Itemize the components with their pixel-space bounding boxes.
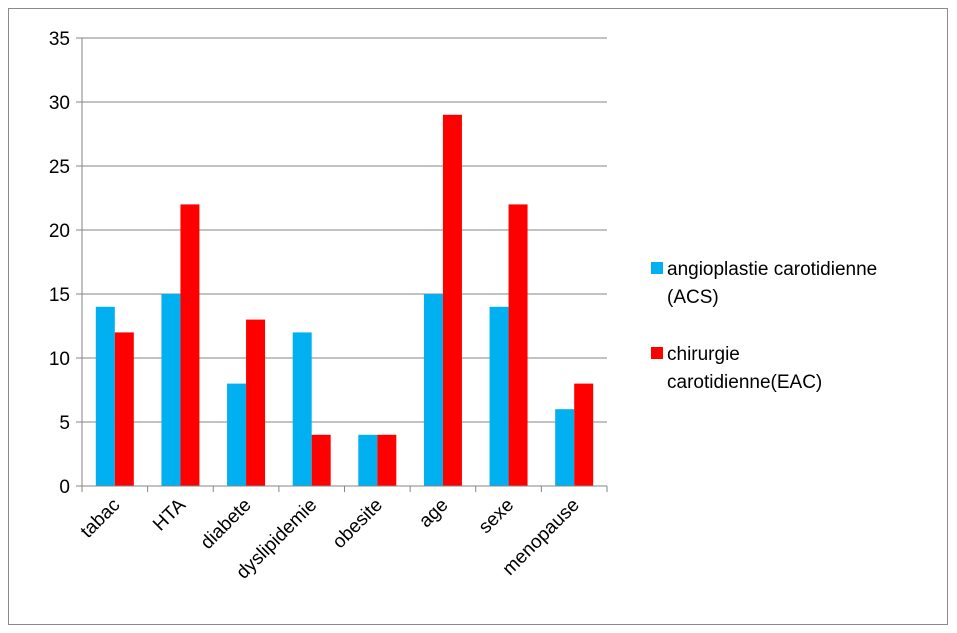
x-tick-label: diabete: [197, 495, 256, 554]
x-tick-label: HTA: [149, 494, 190, 535]
x-tick-label: age: [415, 495, 452, 532]
x-tick-label: sexe: [475, 495, 518, 538]
gridlines: [82, 37, 607, 423]
y-tick-label: 25: [49, 157, 70, 178]
legend-label: chirurgie: [667, 344, 740, 365]
x-tick-label: obesite: [329, 495, 387, 553]
bars: [95, 114, 594, 487]
bar-eac-HTA: [180, 204, 200, 486]
y-tick-label: 10: [49, 349, 70, 370]
legend-swatch-eac: [651, 347, 663, 359]
y-tick-label: 5: [59, 413, 70, 434]
bar-acs-sexe: [489, 306, 509, 486]
y-tick-label: 35: [49, 29, 70, 50]
bar-eac-menopause: [574, 383, 594, 486]
legend-label: carotidienne(EAC): [667, 372, 822, 393]
bar-eac-diabete: [246, 319, 266, 486]
legend-label: angioplastie carotidienne: [667, 259, 877, 280]
x-tick-label: tabac: [77, 495, 125, 543]
bar-acs-age: [423, 294, 443, 486]
bar-eac-obesite: [377, 434, 397, 486]
bar-acs-diabete: [227, 383, 247, 486]
bar-eac-dyslipidemie: [311, 434, 331, 486]
bar-acs-tabac: [95, 306, 115, 486]
legend-swatch-acs: [651, 262, 663, 274]
bar-acs-menopause: [555, 409, 575, 486]
y-tick-label: 20: [49, 221, 70, 242]
y-tick-label: 0: [59, 477, 70, 498]
bar-acs-obesite: [358, 434, 378, 486]
y-tick-label: 15: [49, 285, 70, 306]
legend-label: (ACS): [667, 287, 719, 308]
y-tick-label: 30: [49, 93, 70, 114]
bar-acs-dyslipidemie: [292, 332, 312, 486]
bar-acs-HTA: [161, 294, 181, 486]
bar-eac-age: [442, 114, 462, 487]
bar-eac-sexe: [508, 204, 528, 486]
legend: angioplastie carotidienne (ACS) chirurgie c…: [651, 259, 877, 393]
bar-eac-tabac: [114, 332, 134, 486]
